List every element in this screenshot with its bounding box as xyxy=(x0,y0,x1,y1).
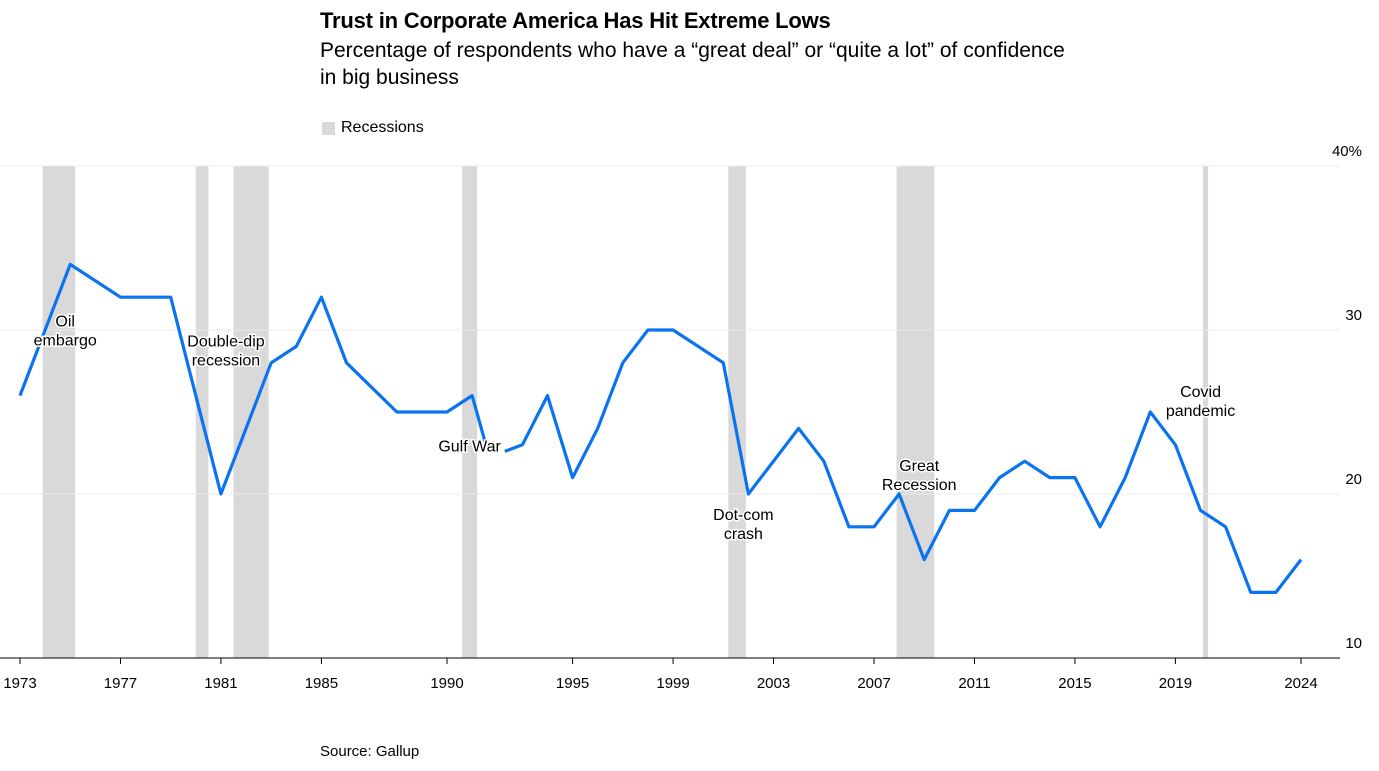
x-tick-label: 1973 xyxy=(3,675,36,692)
y-axis: 40% 30 20 10 xyxy=(1332,143,1362,652)
recession-bands xyxy=(42,166,1209,658)
x-tick-label: 1985 xyxy=(305,675,338,692)
annotation-label: Great Recession xyxy=(882,458,957,494)
annotation-label: Oil embargo xyxy=(34,314,97,350)
x-tick-label: 1990 xyxy=(430,675,463,692)
annotations: Oil embargo Double-dip recession Gulf War Dot… xyxy=(32,312,1237,545)
source-note: Source: Gallup xyxy=(320,743,420,760)
recession-band-5 xyxy=(896,166,935,658)
series-lines xyxy=(18,262,1303,595)
annotation-label: Covid pandemic xyxy=(1166,384,1235,420)
recession-swatch-icon xyxy=(322,121,335,135)
legend: Recessions xyxy=(322,119,424,137)
x-tick-label: 2011 xyxy=(958,675,990,692)
y-tick-label: 30 xyxy=(1345,307,1362,324)
x-tick-label: 1999 xyxy=(656,675,689,692)
x-tick-label: 1995 xyxy=(556,675,589,692)
recession-band-4 xyxy=(728,166,746,658)
x-tick-label: 1977 xyxy=(104,675,137,692)
x-tick-label: 1981 xyxy=(204,675,237,692)
series-line-segment-1 xyxy=(504,328,1303,595)
chart-subtitle: Percentage of respondents who have a “gr… xyxy=(320,39,1065,89)
x-tick-label: 2003 xyxy=(757,675,790,692)
annotation-label: Double-dip recession xyxy=(187,333,264,369)
series-line-segment-0 xyxy=(18,262,488,496)
recession-band-3 xyxy=(462,166,478,658)
annotation-label: Gulf War xyxy=(438,438,501,455)
y-tick-label: 20 xyxy=(1345,471,1362,488)
legend-recessions-label: Recessions xyxy=(341,119,424,136)
recession-band-6 xyxy=(1203,166,1209,658)
x-tick-label: 2007 xyxy=(857,675,890,692)
y-tick-label: 10 xyxy=(1345,635,1362,652)
recession-band-0 xyxy=(42,166,76,658)
x-tick-label: 2019 xyxy=(1159,675,1192,692)
y-tick-label: 40% xyxy=(1332,143,1362,160)
chart-title: Trust in Corporate America Has Hit Extre… xyxy=(320,8,831,33)
annotation-label: Dot-com crash xyxy=(713,507,773,543)
x-tick-label: 2024 xyxy=(1284,675,1317,692)
x-axis: 1973 1977 1981 1985 1990 1995 1999 2003 2007 2011… xyxy=(0,657,1340,692)
x-tick-label: 2015 xyxy=(1058,675,1091,692)
recession-band-1 xyxy=(195,166,209,658)
